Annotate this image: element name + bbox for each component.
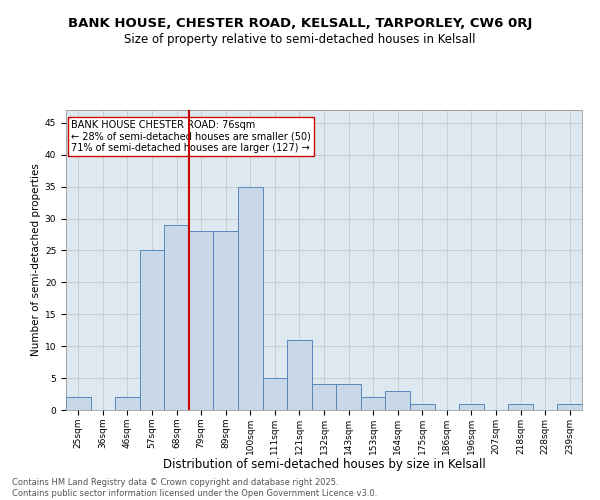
Bar xyxy=(189,232,214,410)
Bar xyxy=(557,404,582,410)
Text: Size of property relative to semi-detached houses in Kelsall: Size of property relative to semi-detach… xyxy=(124,32,476,46)
Y-axis label: Number of semi-detached properties: Number of semi-detached properties xyxy=(31,164,41,356)
Text: BANK HOUSE CHESTER ROAD: 76sqm
← 28% of semi-detached houses are smaller (50)
71: BANK HOUSE CHESTER ROAD: 76sqm ← 28% of … xyxy=(71,120,311,153)
Bar xyxy=(336,384,361,410)
Bar xyxy=(385,391,410,410)
Bar xyxy=(361,397,385,410)
Bar xyxy=(312,384,336,410)
Bar xyxy=(287,340,312,410)
Bar xyxy=(263,378,287,410)
Text: BANK HOUSE, CHESTER ROAD, KELSALL, TARPORLEY, CW6 0RJ: BANK HOUSE, CHESTER ROAD, KELSALL, TARPO… xyxy=(68,18,532,30)
Bar xyxy=(164,225,189,410)
Text: Contains HM Land Registry data © Crown copyright and database right 2025.
Contai: Contains HM Land Registry data © Crown c… xyxy=(12,478,377,498)
Bar xyxy=(140,250,164,410)
X-axis label: Distribution of semi-detached houses by size in Kelsall: Distribution of semi-detached houses by … xyxy=(163,458,485,471)
Bar xyxy=(508,404,533,410)
Bar xyxy=(115,397,140,410)
Bar xyxy=(459,404,484,410)
Bar xyxy=(214,232,238,410)
Bar xyxy=(238,186,263,410)
Bar xyxy=(410,404,434,410)
Bar xyxy=(66,397,91,410)
